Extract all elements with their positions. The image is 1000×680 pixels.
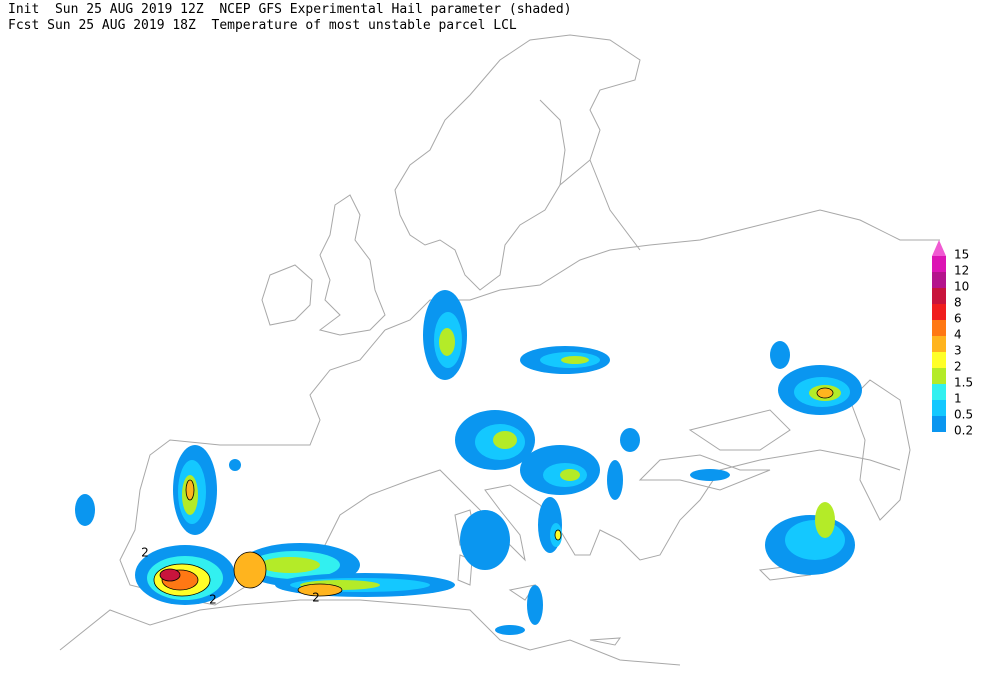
- hail-area: [495, 625, 525, 635]
- legend: 15 12 10 8 6 4 3 2 1.5 1 0.5 0.2: [932, 240, 973, 438]
- hail-field: [75, 290, 862, 635]
- legend-swatch: [932, 384, 946, 400]
- legend-swatch: [932, 240, 946, 256]
- legend-label: 6: [954, 312, 962, 326]
- hail-area: [620, 428, 640, 452]
- contour-label: 2: [312, 591, 320, 605]
- legend-label: 8: [954, 296, 962, 310]
- legend-swatch: [932, 400, 946, 416]
- legend-label: 15: [954, 248, 969, 262]
- contour-label: 2: [141, 546, 149, 560]
- legend-label: 0.2: [954, 424, 973, 438]
- header-line: Init Sun 25 AUG 2019 12Z NCEP GFS Experi…: [8, 2, 572, 17]
- legend-label: 4: [954, 328, 962, 342]
- hail-area: [607, 460, 623, 500]
- hail-area: [690, 469, 730, 481]
- legend-label: 3: [954, 344, 962, 358]
- hail-area: [75, 494, 95, 526]
- legend-swatch: [932, 288, 946, 304]
- legend-swatch: [932, 272, 946, 288]
- hail-area: [439, 328, 455, 356]
- legend-label: 1: [954, 392, 962, 406]
- legend-label: 12: [954, 264, 969, 278]
- hail-area: [561, 356, 589, 364]
- legend-label: 10: [954, 280, 969, 294]
- contour-labels: 2 2 2: [141, 546, 320, 607]
- hail-area: [297, 583, 343, 597]
- legend-label: 2: [954, 360, 962, 374]
- legend-label: 0.5: [954, 408, 973, 422]
- legend-swatch: [932, 256, 946, 272]
- hail-area: [554, 529, 562, 541]
- hail-area: [233, 551, 267, 589]
- header-line: Fcst Sun 25 AUG 2019 18Z Temperature of …: [8, 18, 517, 33]
- legend-swatch: [932, 320, 946, 336]
- hail-area: [493, 431, 517, 449]
- legend-swatch: [932, 336, 946, 352]
- hail-area: [527, 585, 543, 625]
- hail-area: [229, 459, 241, 471]
- hail-area: [460, 510, 510, 570]
- hail-area: [159, 568, 181, 582]
- legend-swatch: [932, 368, 946, 384]
- hail-area: [770, 341, 790, 369]
- hail-area: [785, 520, 845, 560]
- hail-area: [816, 387, 834, 399]
- legend-swatch: [932, 416, 946, 432]
- hail-area: [185, 479, 195, 501]
- hail-area: [815, 502, 835, 538]
- legend-swatch: [932, 304, 946, 320]
- legend-swatch: [932, 352, 946, 368]
- hail-area: [560, 469, 580, 481]
- hail-area: [260, 557, 320, 573]
- contour-label: 2: [209, 593, 217, 607]
- legend-label: 1.5: [954, 376, 973, 390]
